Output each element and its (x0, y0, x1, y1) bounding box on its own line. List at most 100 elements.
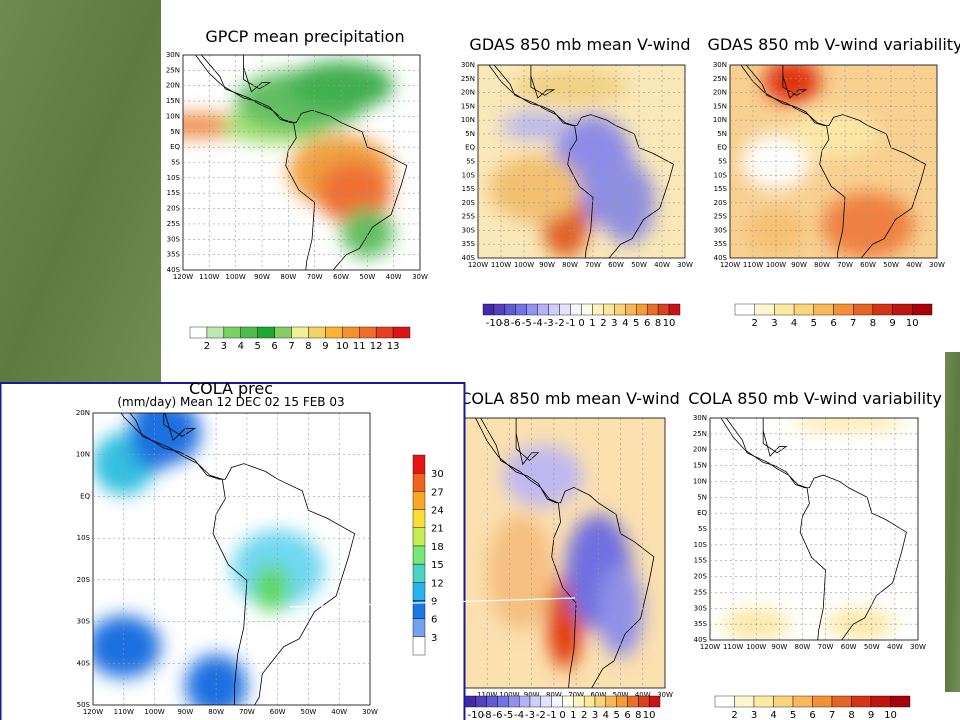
colorbar-label: 11 (353, 341, 366, 352)
lat-label: 30N (166, 51, 180, 59)
colorbar-segment (773, 695, 794, 708)
colorbar-segment (412, 563, 426, 583)
colorbar-segment (573, 695, 585, 708)
lat-label: 10S (77, 534, 91, 542)
colorbar-segment (793, 303, 814, 316)
green-strip-left (0, 0, 161, 390)
colorbar-segment (548, 303, 560, 316)
colorbar-label: 6 (624, 710, 630, 720)
colorbar-label: 12 (431, 578, 444, 589)
lon-label: 100W (514, 261, 534, 269)
map-panel: GDAS 850 mb V-wind variability30N25N20N1… (707, 35, 960, 329)
lat-label: 25S (694, 588, 708, 596)
colorbar-segment (603, 303, 615, 316)
lat-label: 40S (77, 659, 91, 667)
colorbar-label: 1 (570, 710, 576, 720)
colorbar-label: 3 (751, 710, 757, 720)
lat-label: 50S (77, 701, 91, 709)
lat-label: 5S (718, 158, 727, 166)
field-blob (502, 445, 583, 507)
lat-label: 40S (714, 254, 728, 262)
colorbar-segment (734, 695, 755, 708)
colorbar-label: 2 (752, 318, 758, 329)
colorbar-label: 10 (336, 341, 349, 352)
map-border (92, 412, 371, 706)
coastline (488, 65, 674, 258)
lon-label: 50W (359, 273, 375, 281)
lat-label: 20S (77, 576, 91, 584)
lon-label: 40W (635, 691, 651, 699)
map-panel: COLA 850 mb V-wind variability30N25N20N1… (688, 389, 942, 720)
lat-label: 10S (714, 171, 728, 179)
lat-label: 15S (167, 189, 181, 197)
lat-label: 15S (694, 557, 708, 565)
colorbar-segment (206, 326, 225, 339)
colorbar-segment (493, 303, 506, 316)
lon-label: 80W (546, 691, 562, 699)
colorbar-segment (308, 326, 326, 339)
lat-label: 5N (717, 130, 727, 138)
colorbar-segment (412, 509, 426, 528)
colorbar-segment (325, 326, 343, 339)
field-blob (93, 615, 161, 678)
colorbar-label: -1 (547, 710, 557, 720)
colorbar-label: -10 (486, 318, 502, 329)
colorbar-segment (812, 695, 833, 708)
lon-label: 70W (568, 691, 584, 699)
field-blob (253, 564, 290, 612)
lat-label: 10N (693, 477, 707, 485)
colorbar-label: 7 (288, 341, 294, 352)
colorbar-segment (734, 303, 755, 316)
lon-label: 60W (860, 261, 876, 269)
colorbar-segment (592, 303, 604, 316)
field-blob (501, 111, 570, 140)
colorbar-segment (581, 303, 593, 316)
lat-label: 20S (167, 205, 181, 213)
colorbar-segment (559, 303, 571, 316)
colorbar-segment (518, 695, 531, 708)
colorbar-label: 9 (322, 341, 328, 352)
colorbar-label: 0 (559, 710, 565, 720)
colorbar-segment (486, 695, 498, 708)
colorbar-segment (657, 303, 670, 316)
field-blob (341, 208, 394, 258)
lat-label: 5S (698, 525, 707, 533)
field-blob (598, 564, 643, 658)
colorbar-segment (412, 527, 426, 547)
lat-label: EQ (697, 509, 707, 517)
coastline (740, 65, 926, 258)
colorbar-segment (605, 695, 617, 708)
lat-label: 20N (166, 82, 180, 90)
map-area (730, 65, 937, 258)
field-blob (489, 155, 582, 223)
colorbar-segment (412, 545, 426, 565)
colorbar-label: 6 (271, 341, 277, 352)
lon-label: 80W (280, 273, 296, 281)
lon-label: 30W (362, 708, 378, 716)
lon-label: 70W (837, 261, 853, 269)
colorbar-segment (508, 695, 520, 708)
colorbar-segment (504, 303, 517, 316)
colorbar-label: -4 (533, 318, 543, 329)
coastline (782, 65, 808, 99)
colorbar-segment (594, 695, 607, 708)
colorbar-segment (813, 303, 834, 316)
lat-label: 15S (462, 185, 476, 193)
colorbar-segment (648, 695, 661, 708)
lat-label: 25N (461, 75, 475, 83)
colorbar-label: 8 (870, 318, 876, 329)
lon-label: 90W (254, 273, 270, 281)
lat-label: 20N (713, 89, 727, 97)
colorbar-label: 2 (731, 710, 737, 720)
lon-label: 100W (144, 708, 164, 716)
green-strip-right (945, 352, 960, 692)
colorbar-label: 6 (830, 318, 836, 329)
lon-label: 60W (333, 273, 349, 281)
colorbar-segment (240, 326, 258, 339)
lat-label: 5N (697, 493, 707, 501)
colorbar-segment (625, 303, 637, 316)
colorbar-segment (627, 695, 639, 708)
colorbar-segment (189, 326, 208, 339)
colorbar-segment (223, 326, 241, 339)
